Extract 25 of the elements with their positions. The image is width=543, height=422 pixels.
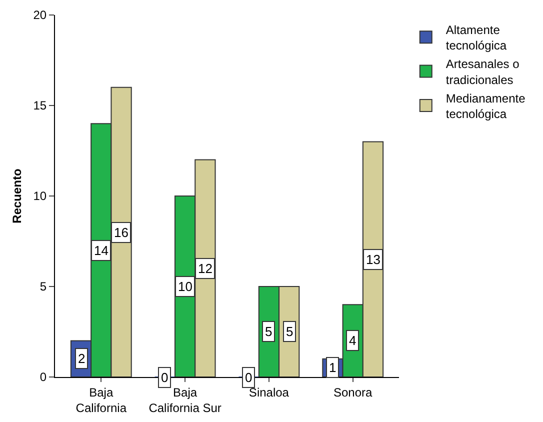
data-label: 1	[329, 360, 336, 375]
data-label: 4	[349, 333, 356, 348]
data-label: 5	[265, 324, 272, 339]
data-label: 14	[94, 243, 108, 258]
y-tick-label: 5	[40, 280, 47, 294]
y-tick-label: 20	[33, 8, 47, 22]
data-label: 13	[366, 252, 380, 267]
x-tick-label: Baja California	[76, 385, 127, 415]
data-label: 5	[286, 324, 294, 339]
y-tick-label: 0	[40, 370, 47, 384]
legend-label: Artesanales o tradicionales	[446, 57, 520, 87]
data-label: 16	[114, 225, 128, 240]
data-label: 0	[161, 370, 168, 385]
x-tick-label: Sinaloa	[248, 385, 290, 400]
y-axis-title: Recuento	[10, 168, 24, 224]
y-tick-label: 15	[33, 98, 47, 113]
data-label: 10	[178, 279, 192, 294]
data-label: 2	[78, 351, 86, 366]
x-tick-label: Sonora	[334, 385, 373, 400]
x-tick-label: Baja California Sur	[148, 385, 222, 415]
data-label: 12	[198, 261, 212, 276]
data-label: 0	[245, 370, 252, 385]
legend-label: Medianamente tecnológica	[446, 91, 526, 121]
legend-label: Altamente tecnológica	[446, 22, 507, 53]
y-tick-label: 10	[33, 189, 47, 204]
